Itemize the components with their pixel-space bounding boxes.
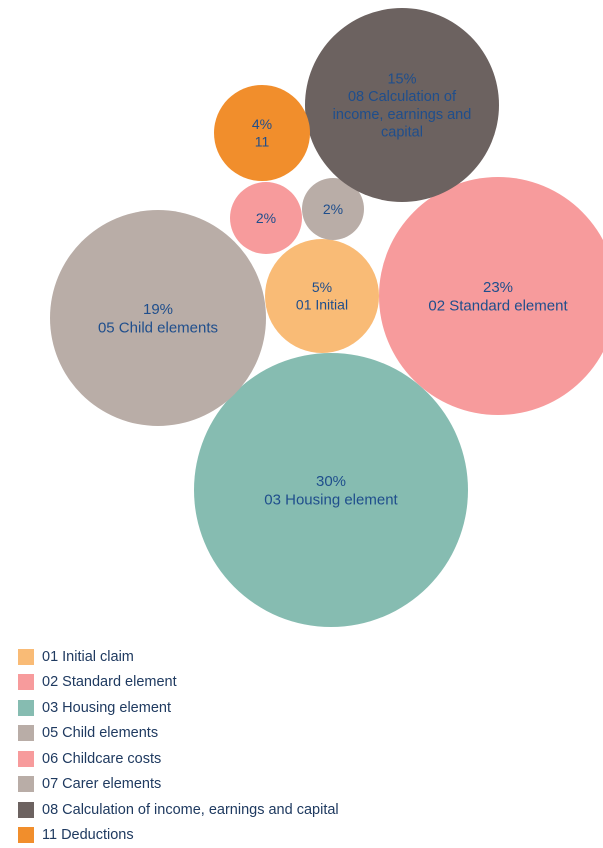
- legend-swatch-02-standard-element: [18, 674, 34, 690]
- legend-label-02-standard-element: 02 Standard element: [42, 674, 177, 690]
- bubble-circle-05-child-elements[interactable]: [50, 210, 266, 426]
- legend-item-03-housing-element[interactable]: 03 Housing element: [18, 695, 588, 721]
- legend-item-02-standard-element[interactable]: 02 Standard element: [18, 670, 588, 696]
- bubble-label-line-08-calculation-of-income-earnings-and-capital-1: income, earnings and: [333, 107, 472, 123]
- bubble-label-line-08-calculation-of-income-earnings-and-capital-0: 08 Calculation of: [348, 89, 457, 105]
- legend-label-08-calculation-of-income-earnings-and-capital: 08 Calculation of income, earnings and c…: [42, 802, 339, 818]
- legend-swatch-06-childcare-costs: [18, 751, 34, 767]
- bubble-value-label-05-child-elements: 19%: [143, 301, 173, 318]
- bubble-label-11-deductions: 11: [255, 133, 270, 149]
- bubble-value-label-07-carer-elements: 2%: [323, 201, 343, 217]
- legend-label-07-carer-elements: 07 Carer elements: [42, 776, 161, 792]
- chart-legend: 01 Initial claim 02 Standard element 03 Ho…: [18, 644, 588, 848]
- legend-item-05-child-elements[interactable]: 05 Child elements: [18, 721, 588, 747]
- bubble-11-deductions[interactable]: 4%11: [214, 85, 310, 181]
- bubble-value-label-01-initial-claim: 5%: [312, 279, 332, 295]
- legend-swatch-07-carer-elements: [18, 776, 34, 792]
- legend-item-01-initial-claim[interactable]: 01 Initial claim: [18, 644, 588, 670]
- legend-label-06-childcare-costs: 06 Childcare costs: [42, 751, 161, 767]
- bubble-label-line-08-calculation-of-income-earnings-and-capital-2: capital: [381, 124, 423, 140]
- bubble-03-housing-element[interactable]: 30%03 Housing element: [194, 353, 468, 627]
- legend-label-01-initial-claim: 01 Initial claim: [42, 649, 134, 665]
- bubble-circle-03-housing-element[interactable]: [194, 353, 468, 627]
- legend-swatch-05-child-elements: [18, 725, 34, 741]
- bubble-02-standard-element[interactable]: 23%02 Standard element: [379, 177, 603, 415]
- legend-swatch-11-deductions: [18, 827, 34, 843]
- bubble-label-01-initial-claim: 01 Initial: [296, 296, 348, 312]
- bubble-01-initial-claim[interactable]: 5%01 Initial: [265, 239, 379, 353]
- bubble-06-childcare-costs[interactable]: 2%: [230, 182, 302, 254]
- bubble-circle-02-standard-element[interactable]: [379, 177, 603, 415]
- bubble-value-label-03-housing-element: 30%: [316, 473, 346, 490]
- legend-swatch-03-housing-element: [18, 700, 34, 716]
- legend-swatch-01-initial-claim: [18, 649, 34, 665]
- legend-label-11-deductions: 11 Deductions: [42, 827, 134, 843]
- bubble-value-label-02-standard-element: 23%: [483, 279, 513, 296]
- bubble-label-02-standard-element: 02 Standard element: [428, 297, 568, 314]
- legend-item-08-calculation-of-income-earnings-and-capital[interactable]: 08 Calculation of income, earnings and c…: [18, 797, 588, 823]
- bubble-value-label-08-calculation-of-income-earnings-and-capital: 15%: [387, 71, 416, 87]
- legend-item-06-childcare-costs[interactable]: 06 Childcare costs: [18, 746, 588, 772]
- legend-swatch-08-calculation-of-income-earnings-and-capital: [18, 802, 34, 818]
- bubble-05-child-elements[interactable]: 19%05 Child elements: [50, 210, 266, 426]
- bubble-value-label-11-deductions: 4%: [252, 116, 272, 132]
- legend-label-05-child-elements: 05 Child elements: [42, 725, 158, 741]
- bubble-08-calculation-of-income-earnings-and-capital[interactable]: 15% 08 Calculation of income, earnings and…: [305, 8, 499, 202]
- bubble-label-05-child-elements: 05 Child elements: [98, 319, 218, 336]
- legend-item-07-carer-elements[interactable]: 07 Carer elements: [18, 772, 588, 798]
- legend-label-03-housing-element: 03 Housing element: [42, 700, 171, 716]
- bubble-value-label-06-childcare-costs: 2%: [256, 210, 276, 226]
- legend-item-11-deductions[interactable]: 11 Deductions: [18, 823, 588, 848]
- bubble-label-03-housing-element: 03 Housing element: [264, 491, 398, 508]
